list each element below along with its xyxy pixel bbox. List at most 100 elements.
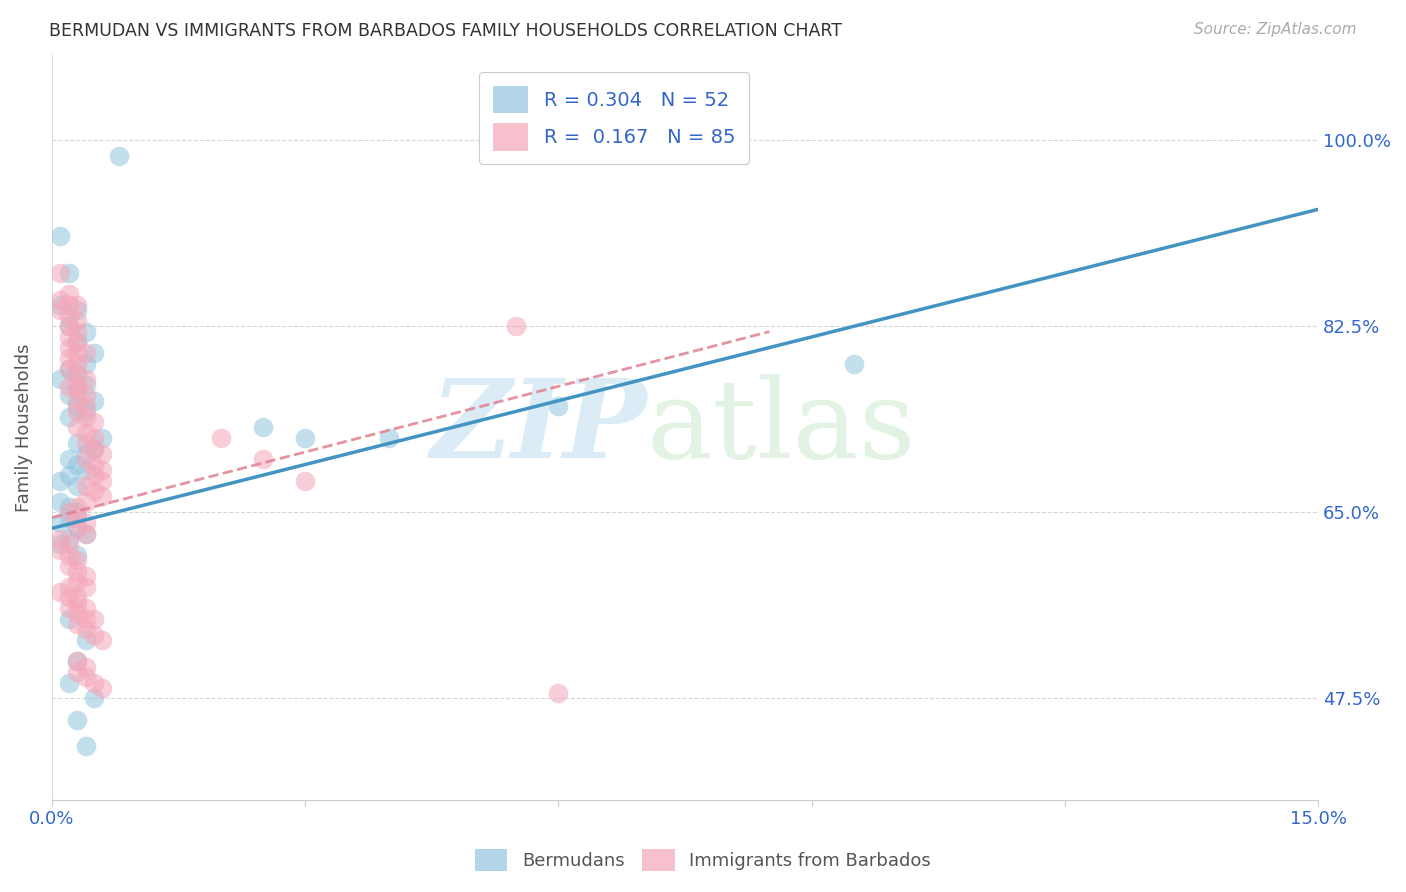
Point <box>66 303 89 318</box>
Point <box>83 675 105 690</box>
Point <box>83 442 105 456</box>
Point <box>58 510 80 524</box>
Point <box>83 431 105 445</box>
Point <box>75 495 97 509</box>
Point <box>49 495 72 509</box>
Point <box>66 357 89 371</box>
Point <box>66 654 89 668</box>
Point <box>75 739 97 754</box>
Point <box>66 505 89 519</box>
Point <box>49 532 72 546</box>
Point <box>58 319 80 334</box>
Point <box>49 303 72 318</box>
Point <box>66 335 89 350</box>
Point <box>75 436 97 450</box>
Point <box>75 388 97 402</box>
Point <box>75 377 97 392</box>
Point <box>91 490 114 504</box>
Point <box>66 420 89 434</box>
Point <box>58 319 80 334</box>
Text: ZIP: ZIP <box>430 374 647 481</box>
Point <box>58 351 80 366</box>
Point <box>66 607 89 621</box>
Point <box>75 425 97 440</box>
Point <box>209 431 232 445</box>
Point <box>75 447 97 461</box>
Point <box>58 380 80 394</box>
Point <box>83 612 105 626</box>
Point <box>66 713 89 727</box>
Point <box>75 346 97 360</box>
Point <box>66 346 89 360</box>
Point <box>49 298 72 312</box>
Point <box>91 633 114 648</box>
Text: BERMUDAN VS IMMIGRANTS FROM BARBADOS FAMILY HOUSEHOLDS CORRELATION CHART: BERMUDAN VS IMMIGRANTS FROM BARBADOS FAM… <box>49 22 842 40</box>
Point <box>66 325 89 339</box>
Point <box>58 362 80 376</box>
Point <box>49 474 72 488</box>
Point <box>75 526 97 541</box>
Point <box>58 591 80 605</box>
Point <box>75 463 97 477</box>
Point <box>252 420 274 434</box>
Point <box>75 623 97 637</box>
Point <box>58 287 80 301</box>
Point <box>75 357 97 371</box>
Point <box>75 516 97 530</box>
Point <box>378 431 401 445</box>
Point <box>75 452 97 467</box>
Point <box>66 521 89 535</box>
Point <box>66 596 89 610</box>
Point <box>75 372 97 386</box>
Point <box>66 553 89 567</box>
Point <box>49 537 72 551</box>
Point <box>75 670 97 684</box>
Point <box>58 362 80 376</box>
Point <box>75 404 97 418</box>
Point <box>108 149 131 163</box>
Point <box>58 452 80 467</box>
Point <box>75 580 97 594</box>
Point <box>49 372 72 386</box>
Point <box>66 377 89 392</box>
Point <box>66 654 89 668</box>
Point <box>49 293 72 307</box>
Point <box>58 468 80 483</box>
Point <box>66 367 89 381</box>
Point <box>66 564 89 578</box>
Point <box>58 558 80 573</box>
Legend: R = 0.304   N = 52, R =  0.167   N = 85: R = 0.304 N = 52, R = 0.167 N = 85 <box>479 72 748 164</box>
Point <box>66 335 89 350</box>
Point <box>66 314 89 328</box>
Legend: Bermudans, Immigrants from Barbados: Bermudans, Immigrants from Barbados <box>468 842 938 879</box>
Point <box>58 537 80 551</box>
Point <box>49 516 72 530</box>
Point <box>58 266 80 280</box>
Point <box>83 468 105 483</box>
Point <box>842 357 865 371</box>
Point <box>75 479 97 493</box>
Point <box>66 548 89 562</box>
Point <box>66 367 89 381</box>
Point <box>58 341 80 355</box>
Point <box>58 409 80 424</box>
Point <box>83 442 105 456</box>
Point <box>91 431 114 445</box>
Point <box>75 526 97 541</box>
Point <box>58 505 80 519</box>
Point <box>66 617 89 632</box>
Point <box>83 458 105 472</box>
Point <box>58 298 80 312</box>
Point <box>91 447 114 461</box>
Point <box>83 628 105 642</box>
Point <box>58 309 80 323</box>
Point <box>66 521 89 535</box>
Point <box>83 691 105 706</box>
Point <box>547 686 569 700</box>
Point <box>75 399 97 413</box>
Point <box>49 542 72 557</box>
Point <box>66 383 89 397</box>
Point <box>91 463 114 477</box>
Point <box>75 569 97 583</box>
Point <box>49 228 72 243</box>
